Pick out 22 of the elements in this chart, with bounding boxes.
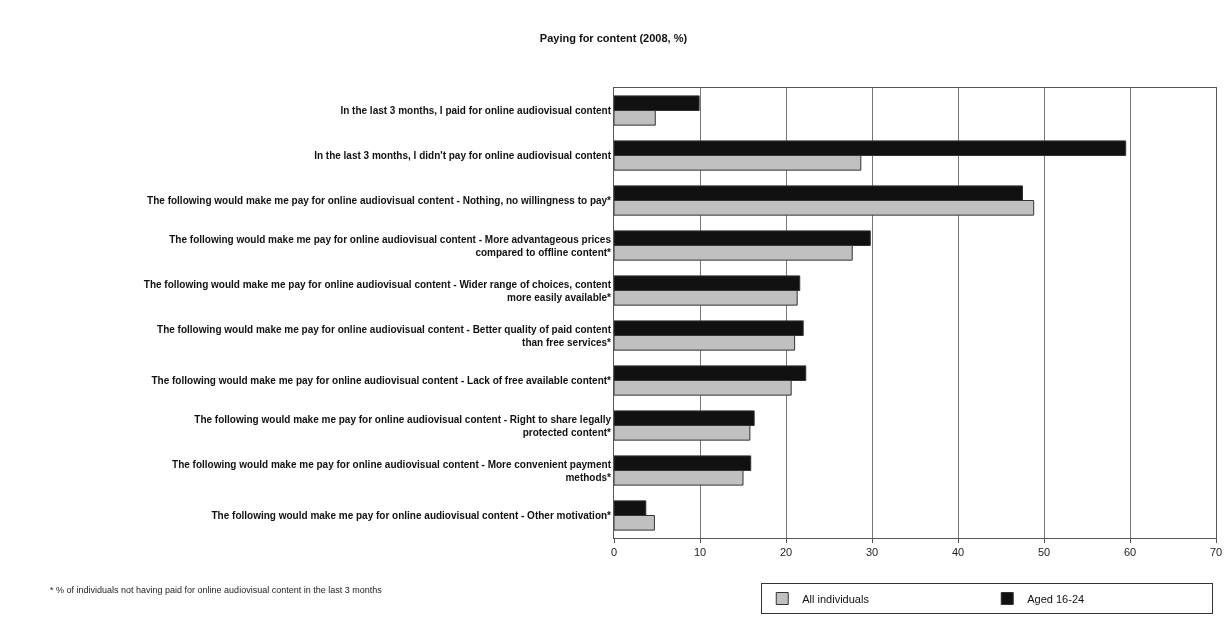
x-tick-label: 30 bbox=[865, 546, 879, 559]
y-tick-label: The following would make me pay for online audiovisual content - Wider range of choices, content more easily available* bbox=[143, 278, 612, 303]
y-tick-label: In the last 3 months, I paid for online audiovisual content bbox=[340, 105, 612, 116]
x-tick-label: 70 bbox=[1209, 546, 1223, 559]
x-tick-label: 60 bbox=[1123, 546, 1137, 559]
text: * % of individuals not having paid for online audiovisual content in the last 3 months bbox=[50, 585, 383, 595]
x-tick-label: 10 bbox=[693, 546, 707, 559]
y-tick-label: The following would make me pay for online audiovisual content - Nothing, no willingness to pay* bbox=[147, 195, 612, 206]
y-tick-label: The following would make me pay for online audiovisual content - More advantageous prices compared to offline content* bbox=[169, 233, 612, 258]
x-tick-label: 50 bbox=[1037, 546, 1051, 559]
x-tick-label: 40 bbox=[951, 546, 965, 559]
y-tick-label: The following would make me pay for online audiovisual content - Lack of free available content* bbox=[151, 375, 612, 386]
y-tick-label: The following would make me pay for online audiovisual content - Other motivation* bbox=[211, 510, 612, 521]
y-tick-label: The following would make me pay for online audiovisual content - Right to share legally protected content* bbox=[194, 413, 612, 438]
legend-label: All individuals bbox=[802, 592, 870, 605]
y-tick-label: The following would make me pay for online audiovisual content - Better quality of paid content than free services* bbox=[157, 323, 612, 348]
y-tick-label: The following would make me pay for online audiovisual content - More convenient payment methods* bbox=[172, 458, 612, 483]
legend-label: Aged 16-24 bbox=[1027, 592, 1085, 605]
x-tick-label: 20 bbox=[779, 546, 793, 559]
x-tick-label: 0 bbox=[610, 546, 618, 559]
y-tick-label: In the last 3 months, I didn't pay for online audiovisual content bbox=[314, 150, 612, 161]
chart-title: Paying for content (2008, %) bbox=[539, 32, 688, 45]
